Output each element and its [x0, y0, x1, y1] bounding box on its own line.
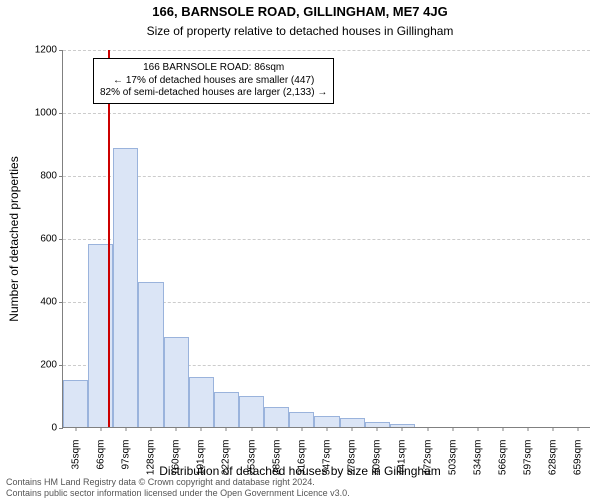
- x-tick-mark: [452, 427, 453, 431]
- histogram-plot: 02004006008001000120035sqm66sqm97sqm128s…: [62, 50, 590, 428]
- chart-subtitle: Size of property relative to detached ho…: [0, 24, 600, 38]
- x-tick-mark: [75, 427, 76, 431]
- y-tick-mark: [59, 239, 63, 240]
- y-axis-title: Number of detached properties: [7, 156, 21, 321]
- footnote-line-1: Contains HM Land Registry data © Crown c…: [6, 477, 594, 487]
- x-tick-mark: [100, 427, 101, 431]
- y-tick-mark: [59, 365, 63, 366]
- y-tick-mark: [59, 428, 63, 429]
- y-tick-mark: [59, 176, 63, 177]
- x-tick-mark: [477, 427, 478, 431]
- histogram-bar: [63, 380, 88, 427]
- x-tick-mark: [553, 427, 554, 431]
- histogram-bar: [340, 418, 365, 427]
- x-tick-mark: [276, 427, 277, 431]
- histogram-bar: [289, 412, 314, 427]
- y-tick-label: 400: [23, 297, 57, 308]
- gridline: [63, 176, 590, 177]
- x-tick-mark: [301, 427, 302, 431]
- histogram-bar: [264, 407, 289, 427]
- x-tick-mark: [226, 427, 227, 431]
- x-tick-mark: [402, 427, 403, 431]
- footnote-line-2: Contains public sector information licen…: [6, 488, 594, 498]
- x-tick-mark: [327, 427, 328, 431]
- x-tick-mark: [151, 427, 152, 431]
- x-tick-mark: [377, 427, 378, 431]
- annotation-line-2: ← 17% of detached houses are smaller (44…: [100, 75, 327, 88]
- annotation-box: 166 BARNSOLE ROAD: 86sqm ← 17% of detach…: [93, 58, 334, 104]
- annotation-line-1: 166 BARNSOLE ROAD: 86sqm: [100, 62, 327, 75]
- gridline: [63, 239, 590, 240]
- histogram-bar: [214, 392, 239, 427]
- x-tick-mark: [125, 427, 126, 431]
- histogram-bar: [239, 396, 264, 428]
- property-marker-line: [108, 50, 110, 427]
- histogram-bar: [113, 148, 138, 427]
- y-tick-label: 0: [23, 423, 57, 434]
- x-tick-mark: [352, 427, 353, 431]
- y-tick-mark: [59, 50, 63, 51]
- histogram-bar: [314, 416, 339, 427]
- x-tick-mark: [503, 427, 504, 431]
- y-tick-label: 800: [23, 171, 57, 182]
- x-tick-mark: [578, 427, 579, 431]
- y-tick-label: 600: [23, 234, 57, 245]
- y-tick-label: 1200: [23, 45, 57, 56]
- x-tick-mark: [528, 427, 529, 431]
- y-tick-label: 1000: [23, 108, 57, 119]
- annotation-line-3: 82% of semi-detached houses are larger (…: [100, 87, 327, 100]
- x-tick-mark: [201, 427, 202, 431]
- gridline: [63, 50, 590, 51]
- y-tick-mark: [59, 302, 63, 303]
- y-tick-mark: [59, 113, 63, 114]
- y-tick-label: 200: [23, 360, 57, 371]
- histogram-bar: [138, 282, 163, 427]
- gridline: [63, 113, 590, 114]
- page-title: 166, BARNSOLE ROAD, GILLINGHAM, ME7 4JG: [0, 4, 600, 19]
- footnote: Contains HM Land Registry data © Crown c…: [6, 477, 594, 498]
- x-tick-mark: [427, 427, 428, 431]
- histogram-bar: [189, 377, 214, 427]
- histogram-bar: [164, 337, 189, 427]
- x-tick-mark: [251, 427, 252, 431]
- x-axis-title: Distribution of detached houses by size …: [0, 464, 600, 478]
- x-tick-mark: [176, 427, 177, 431]
